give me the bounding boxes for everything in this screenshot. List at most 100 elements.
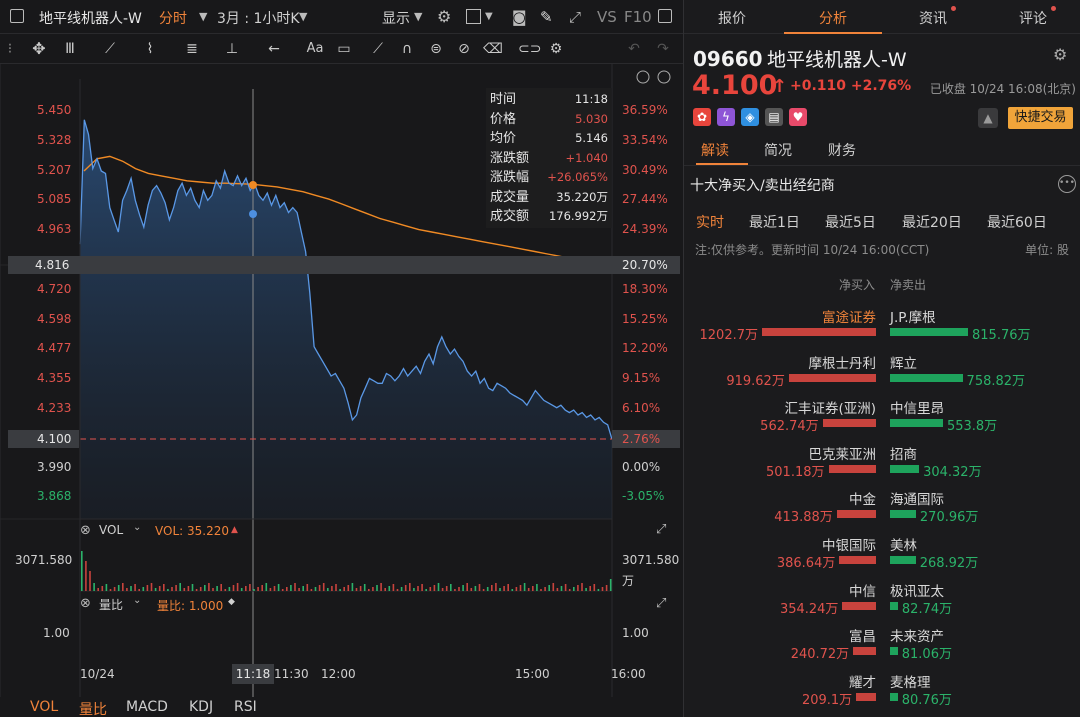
broker-row[interactable]: 巴克莱亚洲 招商 501.18万 304.32万 <box>684 443 1080 489</box>
lightning-icon[interactable]: ϟ <box>717 108 735 126</box>
period-60d[interactable]: 最近60日 <box>987 215 1047 231</box>
stock-title[interactable]: 地平线机器人-W <box>39 11 142 27</box>
settings-gear-icon[interactable]: ⚙ <box>549 41 563 57</box>
volume-bar <box>224 589 227 591</box>
intraday-chart[interactable] <box>0 64 683 697</box>
expand-icon[interactable]: ⤢ <box>656 596 667 611</box>
close-icon[interactable]: ⊗ <box>80 523 91 538</box>
layers-icon[interactable]: ⊂⊃ <box>518 41 542 57</box>
comment-icon[interactable]: ▭ <box>337 41 351 57</box>
period-realtime[interactable]: 实时 <box>696 215 724 231</box>
volume-bar <box>585 588 587 591</box>
f10-icon[interactable]: F10 <box>624 8 652 26</box>
y-axis-price-label: 5.450 <box>37 103 72 117</box>
close-icon[interactable]: ⊗ <box>80 596 91 611</box>
trash-icon[interactable]: ⌫ <box>483 41 503 57</box>
subtab-interpret[interactable]: 解读 <box>701 143 729 159</box>
crosshair-move-icon[interactable]: ✥ <box>32 39 46 58</box>
chevron-down-icon[interactable]: ⌄ <box>133 522 142 533</box>
chevron-down-icon[interactable]: ▼ <box>299 10 308 23</box>
bell-icon[interactable]: ▲ <box>978 108 998 128</box>
tab-news[interactable]: 资讯 <box>919 6 956 28</box>
tab-quote[interactable]: 报价 <box>718 11 746 27</box>
checkbox-icon[interactable] <box>466 9 481 24</box>
sell-broker-name: 海通国际 <box>890 492 944 509</box>
ruler-icon[interactable]: ⟋ <box>373 41 383 57</box>
magnet-icon[interactable]: ∩ <box>401 41 413 57</box>
volume-bar <box>89 571 91 591</box>
broker-row[interactable]: 中金 海通国际 413.88万 270.96万 <box>684 488 1080 534</box>
broker-row[interactable]: 中信 极讯亚太 354.24万 82.74万 <box>684 580 1080 626</box>
net-buy-value: 209.1万 <box>801 692 853 708</box>
vol-indicator-label[interactable]: VOL <box>99 523 124 537</box>
arrow-left-icon[interactable]: ← <box>268 41 280 57</box>
volume-bar <box>318 585 321 591</box>
camera-icon[interactable]: ◙ <box>512 8 527 26</box>
period-5d[interactable]: 最近5日 <box>825 215 876 231</box>
vertical-line-icon[interactable]: ⊥ <box>225 41 239 57</box>
tab-kdj[interactable]: KDJ <box>189 699 214 715</box>
period-1d[interactable]: 最近1日 <box>749 215 800 231</box>
line-tools-icon[interactable]: Ⅲ <box>65 41 75 57</box>
hide-icon[interactable]: ⊘ <box>458 41 470 57</box>
trend-line-icon[interactable]: ⟋ <box>105 41 115 57</box>
display-menu[interactable]: 显示 <box>382 11 410 27</box>
chevron-down-icon[interactable]: ▼ <box>199 10 208 23</box>
net-sell-bar <box>890 373 963 382</box>
timeframe-selector[interactable]: 分时 <box>159 11 187 27</box>
hk-flag-icon[interactable]: ✿ <box>693 108 711 126</box>
settings-gear-icon[interactable]: ⚙ <box>1053 45 1068 64</box>
expand-icon[interactable]: ⤢ <box>656 522 667 537</box>
y-axis-price-label: 3.868 <box>37 489 72 503</box>
tag-icon[interactable]: ◈ <box>741 108 759 126</box>
broker-row[interactable]: 耀才 麦格理 209.1万 80.76万 <box>684 671 1080 717</box>
subtab-profile[interactable]: 简况 <box>764 143 792 159</box>
broker-row[interactable]: 富昌 未来资产 240.72万 81.06万 <box>684 625 1080 671</box>
tab-rsi[interactable]: RSI <box>234 699 257 715</box>
text-tool-icon[interactable]: Aa <box>306 41 324 56</box>
heart-icon[interactable]: ♥ <box>789 108 807 126</box>
broker-row[interactable]: 汇丰证券(亚洲) 中信里昂 562.74万 553.8万 <box>684 397 1080 443</box>
pencil-icon[interactable]: ✎ <box>540 8 553 26</box>
chevron-down-icon[interactable]: ▼ <box>485 11 493 22</box>
range-selector[interactable]: 3月 : 1小时K <box>217 11 300 27</box>
tooltip-key: 时间 <box>490 92 517 107</box>
y-axis-pct-label: 30.49% <box>622 163 668 177</box>
quick-trade-button[interactable]: 快捷交易 <box>1008 107 1073 129</box>
volume-bar <box>519 585 522 591</box>
tab-volume-ratio[interactable]: 量比 <box>79 702 107 717</box>
volume-bar <box>294 583 296 591</box>
fib-icon[interactable]: ≣ <box>186 41 198 57</box>
sidebar-toggle-icon[interactable] <box>10 9 24 23</box>
volume-bar <box>445 586 448 591</box>
document-icon[interactable]: ▤ <box>765 108 783 126</box>
undo-icon[interactable]: ↶ <box>628 41 640 57</box>
more-icon[interactable]: ••• <box>1058 175 1076 193</box>
panel-toggle-icon[interactable] <box>658 9 672 23</box>
broker-row[interactable]: 中银国际 美林 386.64万 268.92万 <box>684 534 1080 580</box>
tab-comments[interactable]: 评论 <box>1019 6 1056 28</box>
vol-unit: 万 <box>622 574 635 588</box>
tab-macd[interactable]: MACD <box>126 699 168 715</box>
ratio-indicator-label[interactable]: 量比 <box>99 598 124 612</box>
period-20d[interactable]: 最近20日 <box>902 215 962 231</box>
broker-row[interactable]: 富途证券 J.P.摩根 1202.7万 815.76万 <box>684 306 1080 352</box>
volume-bar <box>552 583 555 591</box>
compare-icon[interactable]: VS <box>597 8 617 26</box>
volume-bar <box>134 584 136 591</box>
broker-row[interactable]: 摩根士丹利 辉立 919.62万 758.82万 <box>684 352 1080 398</box>
volume-bar <box>195 589 198 591</box>
tab-vol[interactable]: VOL <box>30 699 59 715</box>
subtab-financials[interactable]: 财务 <box>828 143 856 159</box>
settings-gear-icon[interactable]: ⚙ <box>437 7 452 26</box>
redo-icon[interactable]: ↷ <box>657 41 669 57</box>
tab-analysis[interactable]: 分析 <box>819 11 847 27</box>
volume-bar <box>413 588 415 591</box>
polyline-icon[interactable]: ⌇ <box>146 41 154 57</box>
collapse-icon[interactable]: ⁝ <box>7 41 13 57</box>
fullscreen-icon[interactable]: ⤢ <box>569 8 582 26</box>
chevron-down-icon[interactable]: ▼ <box>414 10 423 23</box>
volume-bar <box>380 583 382 591</box>
lock-icon[interactable]: ⊜ <box>430 41 442 57</box>
chevron-down-icon[interactable]: ⌄ <box>133 595 142 606</box>
